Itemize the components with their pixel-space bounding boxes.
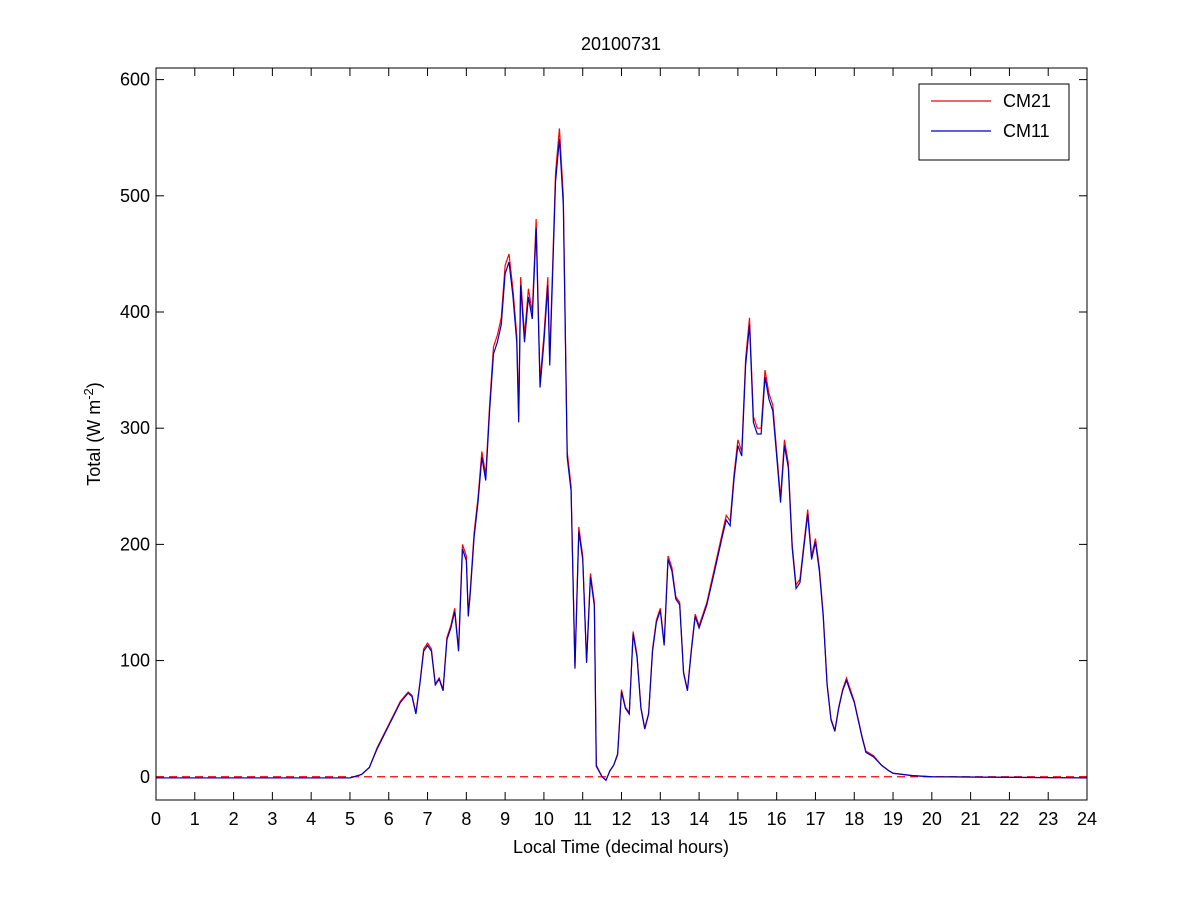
x-tick-label: 15: [728, 809, 748, 829]
y-label-sup: -2: [81, 388, 96, 400]
legend-box: [918, 83, 1070, 161]
y-tick-label: 300: [120, 418, 150, 438]
x-tick-label: 4: [306, 809, 316, 829]
x-tick-label: 13: [650, 809, 670, 829]
x-tick-label: 1: [190, 809, 200, 829]
x-tick-label: 5: [345, 809, 355, 829]
x-tick-label: 18: [844, 809, 864, 829]
y-tick-label: 200: [120, 534, 150, 554]
y-tick-label: 0: [140, 767, 150, 787]
x-tick-label: 14: [689, 809, 709, 829]
x-tick-label: 6: [384, 809, 394, 829]
x-tick-label: 7: [423, 809, 433, 829]
x-tick-label: 12: [611, 809, 631, 829]
y-label-end: ): [84, 382, 104, 388]
x-tick-label: 23: [1038, 809, 1058, 829]
x-tick-label: 3: [267, 809, 277, 829]
x-tick-label: 2: [229, 809, 239, 829]
x-tick-label: 20: [922, 809, 942, 829]
y-label-text: Total (W m: [84, 400, 104, 486]
series-line: [156, 138, 1088, 782]
x-tick-label: 11: [573, 809, 592, 829]
legend-label: CM11: [1003, 121, 1050, 141]
x-axis-label: Local Time (decimal hours): [513, 837, 729, 857]
x-tick-label: 16: [767, 809, 787, 829]
y-tick-label: 100: [120, 651, 150, 671]
chart-title: 20100731: [581, 34, 661, 54]
x-tick-label: 22: [999, 809, 1019, 829]
x-tick-label: 24: [1077, 809, 1097, 829]
legend-label: CM21: [1003, 91, 1051, 111]
x-tick-label: 0: [151, 809, 161, 829]
y-axis-label: Total (W m-2): [81, 382, 104, 486]
x-tick-label: 17: [805, 809, 825, 829]
x-tick-label: 21: [961, 809, 981, 829]
y-tick-label: 400: [120, 302, 150, 322]
x-tick-label: 8: [461, 809, 471, 829]
axes-box: [155, 67, 1088, 801]
x-tick-label: 9: [500, 809, 510, 829]
y-tick-label: 600: [120, 70, 150, 90]
x-tick-label: 10: [534, 809, 554, 829]
plot-area: [156, 68, 1087, 800]
y-tick-label: 500: [120, 186, 150, 206]
x-tick-label: 19: [883, 809, 903, 829]
